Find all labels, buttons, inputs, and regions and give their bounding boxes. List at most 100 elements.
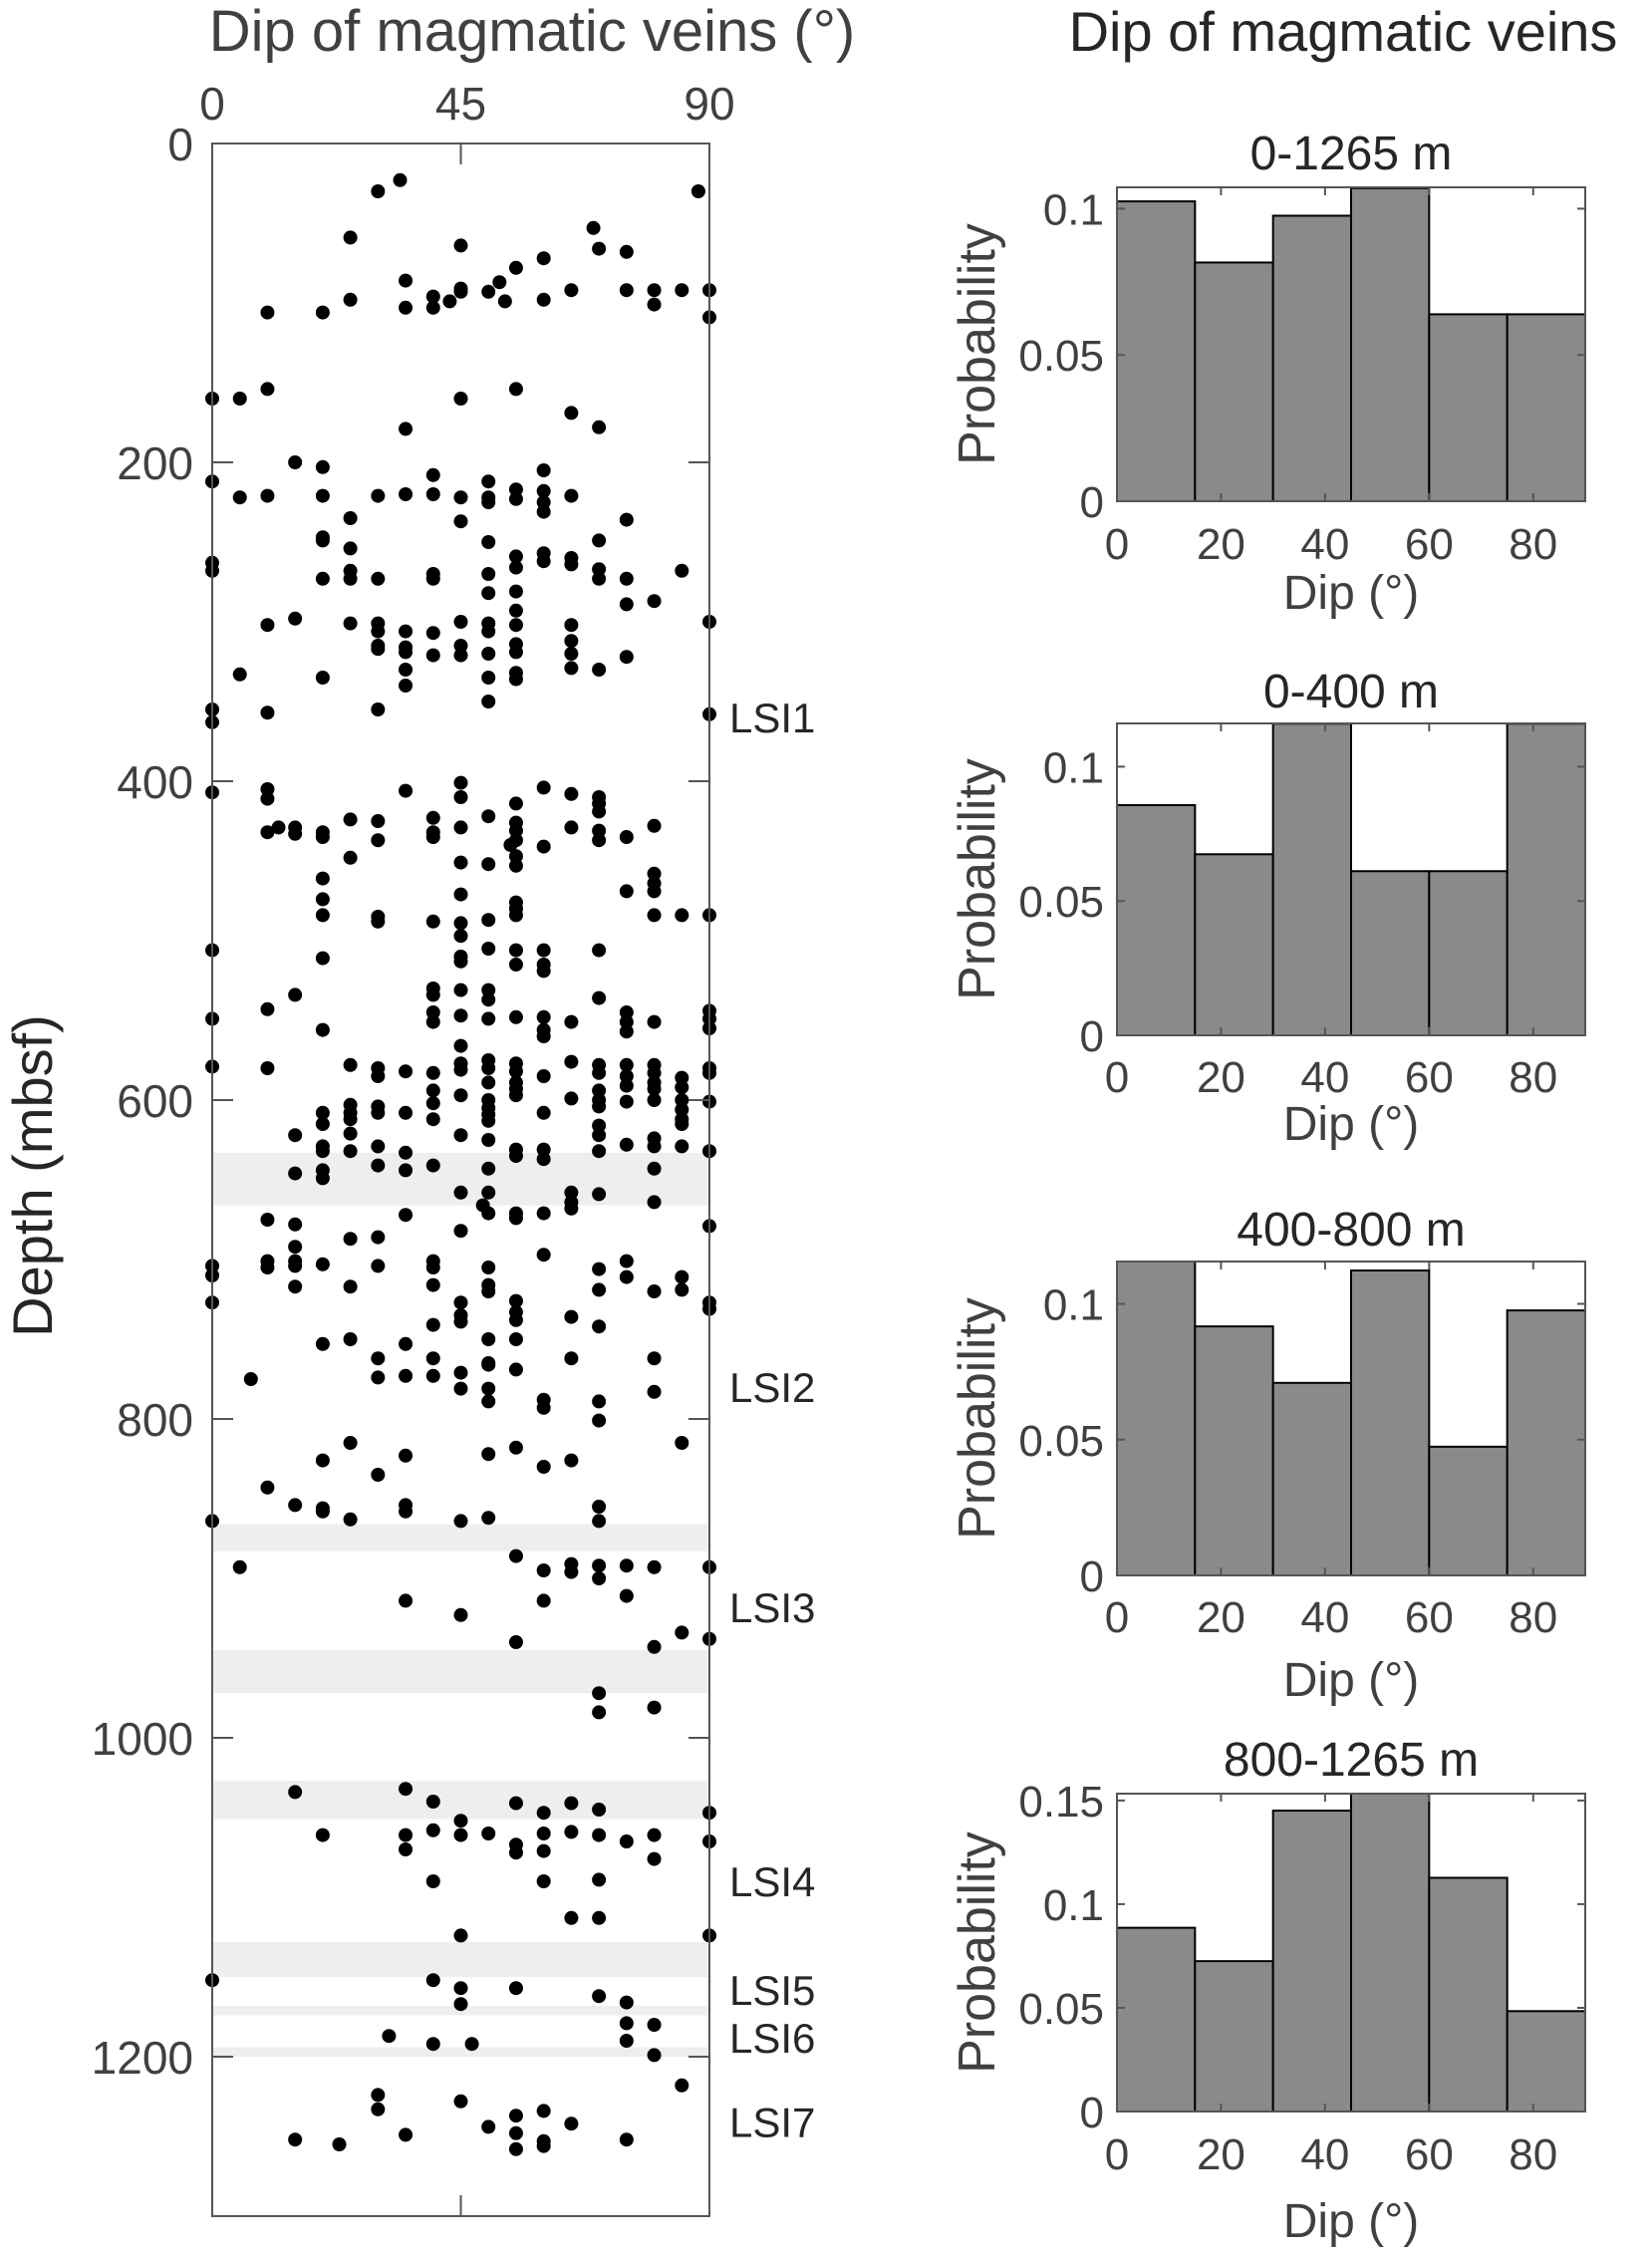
data-point [564, 1091, 579, 1106]
data-point [343, 1279, 358, 1294]
data-point [315, 1504, 330, 1519]
data-point [675, 283, 689, 298]
data-point [288, 987, 303, 1002]
y-tick-label: 0.1 [1043, 743, 1104, 792]
data-point [288, 1259, 303, 1273]
data-point [425, 1005, 440, 1019]
data-point [536, 483, 551, 498]
data-point [647, 1093, 662, 1107]
data-point [425, 1261, 440, 1274]
data-point [260, 1261, 275, 1274]
data-point [536, 1843, 551, 1858]
data-point [260, 488, 275, 503]
data-point [508, 672, 523, 687]
data-point [453, 1607, 468, 1622]
histogram-bar [1271, 214, 1352, 503]
data-point [592, 1872, 607, 1887]
histogram-800-1265m: 0 20 40 60 80 0 0.05 0.1 0.15 800-1265 m Dip (°) Pr… [949, 1734, 1586, 2248]
data-point [399, 1842, 413, 1856]
x-tick-label: 60 [1405, 1593, 1454, 1642]
data-point [481, 1394, 496, 1409]
data-point [619, 1078, 634, 1093]
data-point [619, 244, 634, 259]
data-point [481, 671, 496, 685]
data-point [453, 392, 468, 406]
data-point [343, 511, 358, 525]
histogram-bar [1271, 1381, 1352, 1576]
data-point [425, 830, 440, 844]
data-point [315, 1453, 330, 1468]
data-point [564, 1351, 579, 1366]
data-point [481, 1011, 496, 1026]
data-point [425, 1795, 440, 1809]
data-point [481, 1261, 496, 1274]
data-point [619, 1269, 634, 1284]
scatter-y-axis-label: Depth (mbsf) [1, 1014, 64, 1337]
y-tick-label: 0.05 [1018, 332, 1104, 381]
data-point [288, 1166, 303, 1181]
data-point [260, 305, 275, 320]
x-tick-label: 0 [1105, 1053, 1129, 1102]
data-point [492, 275, 507, 290]
shaded-depth-interval [212, 1524, 709, 1551]
data-point [536, 292, 551, 307]
histogram-bar [1506, 313, 1586, 502]
y-tick-label: 0.1 [1043, 1881, 1104, 1930]
shaded-depth-interval [212, 1941, 709, 1977]
data-point [232, 1559, 247, 1574]
data-point [675, 1282, 689, 1297]
data-point [343, 850, 358, 865]
histogram-bar [1350, 1268, 1431, 1576]
histogram-bar [1428, 313, 1509, 502]
histogram-bar [1350, 870, 1431, 1036]
histogram-panels: 0 20 40 60 80 0 0.05 0.1 0-1265 m Dip (°) Probabil… [949, 128, 1586, 2248]
data-point [508, 549, 523, 564]
histogram-bar [1271, 722, 1352, 1036]
data-point [453, 1314, 468, 1329]
data-point [675, 1080, 689, 1095]
data-point [399, 422, 413, 436]
histogram-title: 400-800 m [1237, 1204, 1465, 1257]
data-point [619, 1005, 634, 1019]
x-tick-label: 40 [1300, 2130, 1349, 2179]
data-point [453, 284, 468, 299]
histogram-x-axis-label: Dip (°) [1283, 2195, 1420, 2248]
data-point [371, 642, 386, 657]
data-point [647, 884, 662, 899]
data-point [453, 790, 468, 804]
data-point [399, 679, 413, 693]
data-point [481, 942, 496, 956]
y-tick-label: 200 [117, 437, 193, 489]
data-point [481, 2119, 496, 2134]
data-point [425, 810, 440, 825]
data-point [315, 1336, 330, 1351]
data-point [343, 812, 358, 827]
data-point [453, 1381, 468, 1396]
data-point [288, 1217, 303, 1232]
data-point [481, 284, 496, 299]
data-point [592, 663, 607, 677]
scatter-title: Dip of magmatic veins (°) [209, 0, 855, 64]
data-point [442, 294, 457, 309]
data-point [592, 1989, 607, 2004]
data-point [481, 1332, 496, 1346]
lithostratigraphic-unit-label: LSI4 [729, 1858, 815, 1905]
data-point [592, 241, 607, 256]
data-point [315, 951, 330, 966]
data-point [592, 833, 607, 848]
x-tick-label: 90 [684, 78, 734, 130]
data-point [399, 1782, 413, 1797]
data-point [399, 487, 413, 501]
data-point [453, 639, 468, 653]
data-point [288, 1498, 303, 1513]
x-tick-label: 40 [1300, 1593, 1349, 1642]
data-point [425, 1096, 440, 1111]
x-tick-label: 0 [199, 78, 225, 130]
data-point [453, 1997, 468, 2012]
data-point [453, 1008, 468, 1023]
y-tick-label: 0.1 [1043, 185, 1104, 234]
data-point [647, 2048, 662, 2063]
data-point [675, 1625, 689, 1640]
data-point [592, 1500, 607, 1514]
data-point [371, 184, 386, 198]
